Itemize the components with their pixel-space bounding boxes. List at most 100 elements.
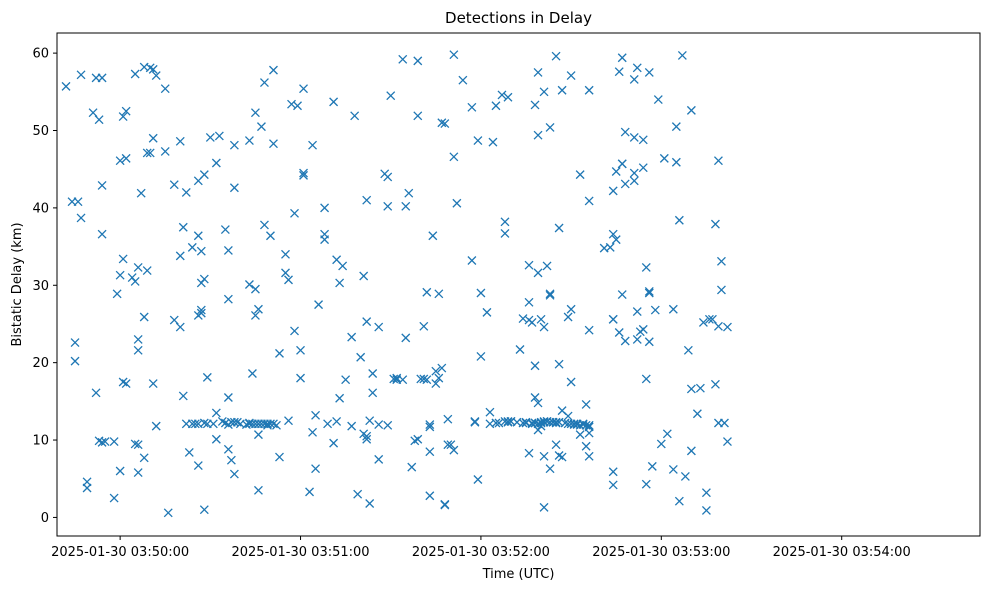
- data-point: [533, 130, 543, 140]
- y-tick-label: 10: [32, 434, 49, 449]
- data-point: [629, 176, 639, 186]
- data-point: [383, 172, 393, 182]
- data-point: [551, 440, 561, 450]
- data-point: [82, 477, 92, 487]
- data-point: [407, 462, 417, 472]
- data-point: [308, 427, 318, 437]
- data-point: [437, 363, 447, 373]
- data-point: [133, 468, 143, 478]
- data-point: [503, 417, 513, 427]
- data-point: [647, 461, 657, 471]
- data-point: [323, 419, 333, 429]
- data-point: [362, 434, 372, 444]
- data-point: [133, 263, 143, 272]
- data-point: [581, 441, 591, 451]
- x-tick-label: 2025-01-30 03:52:00: [412, 545, 550, 560]
- axes-frame: [56, 32, 981, 537]
- data-point: [515, 345, 525, 354]
- data-point: [70, 356, 80, 366]
- data-point: [389, 374, 399, 384]
- data-point: [440, 500, 450, 510]
- data-point: [97, 73, 107, 83]
- data-point: [644, 288, 654, 298]
- data-point: [256, 122, 266, 132]
- data-point: [139, 312, 149, 322]
- data-point: [449, 445, 459, 455]
- data-point: [335, 278, 345, 288]
- x-axis-label: Time (UTC): [482, 567, 555, 582]
- data-point: [545, 122, 555, 132]
- data-point: [253, 430, 263, 440]
- data-point: [638, 324, 648, 334]
- data-point: [539, 87, 549, 97]
- data-point: [305, 487, 315, 497]
- data-point: [614, 67, 624, 77]
- data-point: [250, 284, 260, 294]
- data-point: [476, 288, 486, 298]
- data-point: [518, 418, 528, 428]
- data-point: [109, 493, 119, 503]
- data-point: [121, 379, 131, 389]
- data-point: [680, 471, 690, 481]
- y-axis-label: Bistatic Delay (km): [10, 222, 25, 346]
- data-point: [383, 420, 393, 430]
- data-point: [686, 384, 696, 394]
- data-point: [199, 505, 209, 515]
- data-point: [196, 246, 206, 256]
- data-point: [175, 251, 185, 261]
- data-point: [554, 359, 564, 369]
- data-point: [94, 115, 104, 125]
- data-point: [608, 186, 618, 196]
- data-point: [320, 203, 330, 213]
- data-point: [259, 78, 269, 87]
- data-point: [259, 220, 269, 230]
- data-point: [473, 136, 483, 146]
- data-point: [671, 157, 681, 167]
- data-point: [641, 374, 651, 384]
- data-point: [365, 416, 375, 426]
- data-point: [683, 345, 693, 355]
- data-point: [226, 455, 236, 465]
- data-point: [539, 502, 549, 512]
- data-point: [275, 452, 284, 462]
- data-point: [145, 148, 155, 158]
- data-point: [701, 488, 711, 498]
- data-point: [437, 118, 447, 128]
- data-point: [554, 223, 564, 233]
- data-point: [566, 71, 576, 81]
- data-point: [476, 352, 486, 361]
- data-point: [362, 195, 372, 205]
- data-point: [211, 158, 221, 168]
- data-point: [545, 290, 555, 300]
- data-point: [710, 379, 720, 389]
- data-point: [187, 242, 197, 252]
- data-point: [175, 322, 185, 332]
- data-point: [97, 180, 107, 190]
- data-point: [686, 105, 696, 115]
- data-point: [115, 270, 125, 280]
- data-point: [163, 508, 173, 518]
- data-point: [668, 464, 678, 474]
- data-point: [716, 256, 726, 266]
- data-point: [608, 229, 618, 239]
- data-point: [97, 229, 107, 239]
- data-point: [701, 506, 711, 515]
- data-point: [704, 314, 714, 324]
- data-point: [290, 326, 299, 336]
- data-point: [551, 51, 561, 61]
- data-point: [722, 437, 732, 447]
- data-point: [413, 56, 423, 66]
- data-point: [584, 196, 594, 206]
- data-point: [557, 85, 567, 95]
- data-point: [148, 64, 158, 74]
- data-point: [118, 254, 128, 264]
- data-point: [296, 345, 305, 355]
- data-point: [446, 440, 456, 450]
- data-point: [428, 231, 438, 241]
- data-point: [467, 256, 477, 265]
- data-point: [190, 419, 200, 429]
- data-point: [530, 100, 540, 110]
- data-point: [269, 139, 278, 149]
- x-tick-label: 2025-01-30 03:54:00: [773, 545, 911, 560]
- data-point: [404, 188, 414, 198]
